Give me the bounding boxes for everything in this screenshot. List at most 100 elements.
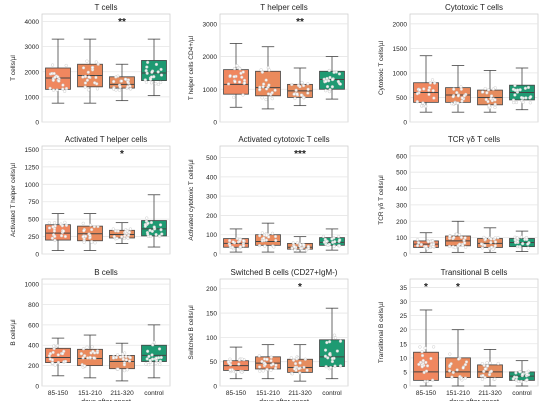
- data-point: [154, 356, 159, 360]
- box-211-320: [287, 67, 313, 107]
- data-point: [273, 366, 278, 370]
- data-point: [300, 80, 304, 85]
- data-point: [513, 93, 517, 97]
- significance-marker: *: [298, 282, 302, 293]
- data-point: [90, 345, 94, 349]
- y-tick-label: 1000: [203, 87, 218, 94]
- chart-title: Transitional B cells: [441, 268, 508, 277]
- data-point: [92, 224, 96, 229]
- data-point: [303, 357, 308, 361]
- data-point: [93, 81, 97, 85]
- data-point: [262, 238, 267, 243]
- data-point: [228, 74, 232, 78]
- data-point: [150, 70, 154, 74]
- significance-marker: ***: [294, 149, 306, 160]
- data-point: [452, 87, 456, 91]
- data-point: [269, 355, 273, 359]
- box-85-150: [223, 43, 249, 108]
- data-point: [94, 75, 98, 80]
- data-point: [81, 347, 86, 351]
- data-point: [525, 370, 529, 374]
- data-point: [51, 225, 55, 229]
- significance-marker: *: [120, 149, 124, 160]
- y-axis-label: Activated cytotoxic T cells/µl: [188, 159, 195, 241]
- data-point: [267, 83, 271, 87]
- data-point: [96, 62, 100, 66]
- data-point: [463, 245, 468, 250]
- data-point: [430, 78, 435, 82]
- data-point: [237, 362, 241, 366]
- y-axis-label: B cells/µl: [10, 319, 17, 346]
- data-point: [338, 238, 342, 242]
- data-point: [480, 377, 485, 381]
- data-point: [430, 378, 435, 382]
- data-point: [53, 75, 57, 79]
- data-point: [289, 356, 293, 360]
- y-tick-label: 100: [396, 235, 407, 242]
- data-point: [493, 244, 497, 248]
- y-tick-label: 35: [400, 285, 408, 292]
- data-point: [463, 362, 468, 367]
- x-tick-label: 85-150: [416, 390, 437, 397]
- data-point: [263, 362, 267, 366]
- data-point: [306, 91, 310, 95]
- data-point: [116, 367, 120, 371]
- data-point: [240, 370, 244, 375]
- data-point: [333, 336, 338, 340]
- data-point: [294, 88, 298, 92]
- chart-title: Switched B cells (CD27+IgM-): [231, 268, 338, 277]
- data-point: [111, 227, 116, 231]
- data-point: [292, 245, 297, 249]
- y-tick-label: 750: [28, 199, 39, 206]
- data-point: [270, 91, 274, 95]
- data-point: [241, 243, 246, 248]
- chart-title: T helper cells: [260, 3, 307, 12]
- plot-area: [41, 278, 171, 387]
- data-point: [487, 104, 491, 108]
- y-tick-label: 400: [28, 343, 39, 350]
- y-tick-label: 1000: [25, 282, 40, 289]
- data-point: [327, 68, 331, 73]
- data-point: [463, 376, 468, 380]
- box-211-320: [477, 348, 503, 387]
- data-point: [297, 366, 301, 371]
- chart-title: TCR γδ T cells: [448, 135, 500, 144]
- data-point: [296, 83, 301, 88]
- data-point: [231, 240, 235, 244]
- data-point: [455, 368, 459, 372]
- y-tick-label: 25: [400, 313, 408, 320]
- data-point: [295, 241, 300, 245]
- data-point: [448, 352, 452, 356]
- data-point: [326, 243, 330, 248]
- data-point: [450, 101, 454, 106]
- data-point: [513, 83, 517, 88]
- data-point: [525, 378, 529, 382]
- data-point: [50, 236, 54, 240]
- data-point: [120, 235, 124, 239]
- data-point: [491, 247, 495, 251]
- data-point: [328, 75, 332, 80]
- chart-title: Activated cytotoxic T cells: [238, 135, 329, 144]
- data-point: [154, 361, 158, 365]
- data-point: [85, 59, 89, 63]
- data-point: [306, 87, 310, 91]
- data-point: [493, 236, 497, 240]
- data-point: [63, 359, 68, 364]
- data-point: [431, 244, 435, 249]
- data-point: [480, 246, 485, 250]
- data-point: [259, 68, 263, 72]
- data-point: [86, 356, 90, 360]
- data-point: [160, 232, 164, 236]
- data-point: [126, 85, 130, 89]
- data-point: [156, 70, 160, 74]
- data-point: [526, 85, 531, 90]
- data-point: [53, 363, 57, 367]
- data-point: [227, 238, 232, 243]
- data-point: [154, 82, 158, 86]
- data-point: [145, 65, 149, 69]
- data-point: [95, 351, 100, 355]
- data-point: [234, 370, 238, 374]
- y-axis-label: Transitional B cells/µl: [378, 301, 385, 363]
- data-point: [431, 88, 435, 93]
